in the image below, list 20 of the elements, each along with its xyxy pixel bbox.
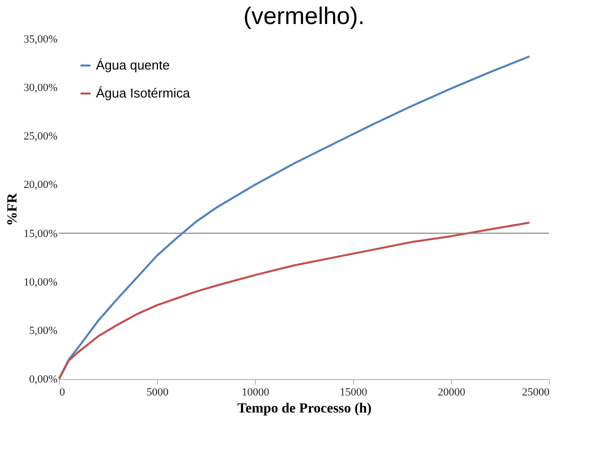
legend-label: Água Isotérmica	[96, 86, 191, 100]
y-tick-label: 30,00%	[24, 82, 58, 94]
y-tick-label: 10,00%	[24, 276, 58, 288]
legend-label: Água quente	[96, 58, 170, 72]
x-tick-label: 5000	[146, 386, 169, 398]
x-tick-label: 10000	[242, 386, 270, 398]
x-tick-label: 15000	[340, 386, 368, 398]
line-series	[58, 222, 530, 380]
x-tick-label: 20000	[438, 386, 466, 398]
y-tick-label: 0,00%	[29, 374, 58, 386]
y-tick-label: 5,00%	[29, 324, 58, 337]
y-axis-title: %FR	[6, 192, 21, 226]
y-tick-label: 35,00%	[24, 34, 58, 46]
x-axis-title: Tempo de Processo (h)	[237, 402, 372, 416]
x-tick-label: 0	[60, 386, 66, 398]
x-tick-label: 25000	[522, 386, 550, 398]
y-tick-label: 25,00%	[24, 130, 58, 143]
y-tick-label: 15,00%	[24, 228, 58, 240]
y-tick-label: 20,00%	[24, 179, 58, 192]
text: (vermelho).	[243, 3, 365, 30]
